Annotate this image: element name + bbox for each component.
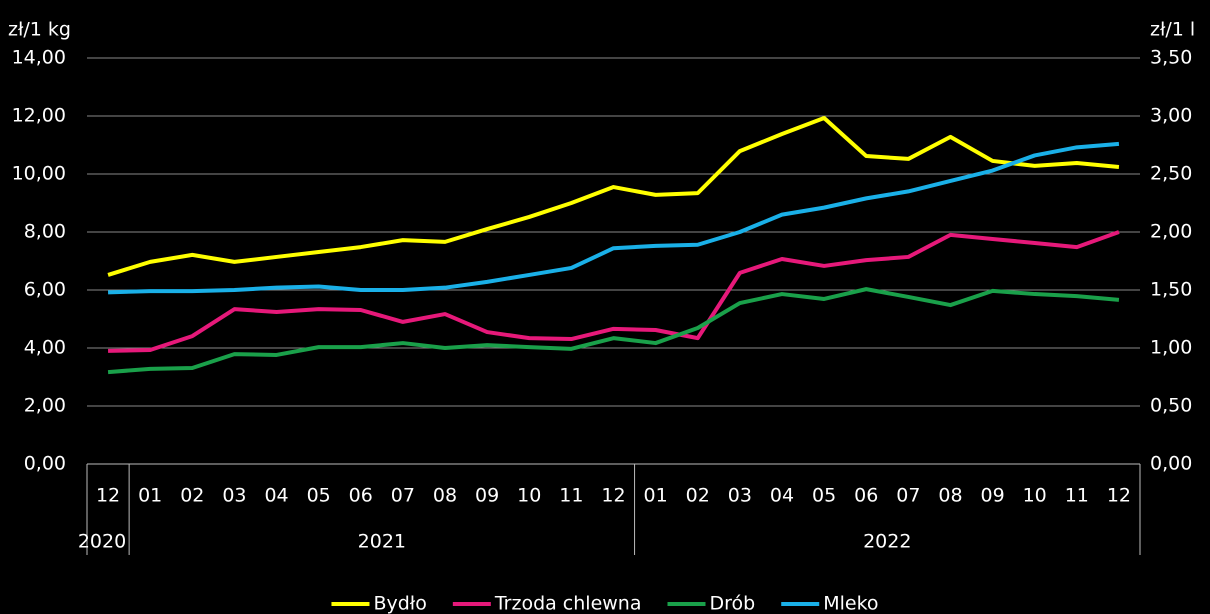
x-tick-label: 05 — [812, 485, 836, 507]
legend-label: Trzoda chlewna — [494, 593, 642, 614]
y-tick-label: 10,00 — [12, 163, 66, 185]
x-tick-label: 04 — [264, 485, 288, 507]
y2-tick-label: 2,00 — [1150, 221, 1192, 243]
x-group-label: 2021 — [358, 531, 406, 553]
x-tick-label: 02 — [686, 485, 710, 507]
x-tick-label: 03 — [728, 485, 752, 507]
x-tick-label: 06 — [349, 485, 373, 507]
x-tick-label: 04 — [770, 485, 794, 507]
y2-tick-label: 0,50 — [1150, 395, 1192, 417]
x-tick-label: 12 — [601, 485, 625, 507]
y-tick-label: 0,00 — [24, 453, 66, 475]
x-tick-label: 09 — [475, 485, 499, 507]
y-tick-label: 14,00 — [12, 47, 66, 69]
y2-tick-label: 3,00 — [1150, 105, 1192, 127]
y2-tick-label: 2,50 — [1150, 163, 1192, 185]
x-tick-label: 07 — [896, 485, 920, 507]
x-tick-label: 09 — [980, 485, 1004, 507]
y2-tick-label: 3,50 — [1150, 47, 1192, 69]
legend-label: Mleko — [823, 593, 878, 614]
x-tick-label: 01 — [138, 485, 162, 507]
legend-label: Drób — [710, 593, 756, 614]
x-tick-label: 05 — [307, 485, 331, 507]
x-tick-label: 07 — [391, 485, 415, 507]
x-tick-label: 02 — [180, 485, 204, 507]
x-tick-label: 03 — [222, 485, 246, 507]
x-tick-label: 12 — [1107, 485, 1131, 507]
series-line — [108, 141, 1120, 295]
y-tick-label: 12,00 — [12, 105, 66, 127]
series-line — [107, 116, 1120, 277]
y-tick-label: 8,00 — [24, 221, 66, 243]
y2-tick-label: 1,00 — [1150, 337, 1192, 359]
x-tick-label: 10 — [517, 485, 541, 507]
series-line — [107, 287, 1120, 375]
x-tick-label: 11 — [559, 485, 583, 507]
y-tick-label: 4,00 — [24, 337, 66, 359]
y2-tick-label: 1,50 — [1150, 279, 1192, 301]
y2-tick-label: 0,00 — [1150, 453, 1192, 475]
x-group-label: 2020 — [78, 531, 126, 553]
x-tick-label: 08 — [433, 485, 457, 507]
y2-axis-label: zł/1 l — [1150, 19, 1195, 41]
x-group-label: 2022 — [863, 531, 911, 553]
x-tick-label: 12 — [96, 485, 120, 507]
y-axis-label: zł/1 kg — [8, 19, 71, 41]
x-tick-label: 11 — [1065, 485, 1089, 507]
x-tick-label: 01 — [644, 485, 668, 507]
legend-label: Bydło — [373, 593, 426, 614]
series-line — [108, 230, 1120, 353]
x-tick-label: 06 — [854, 485, 878, 507]
x-tick-label: 08 — [938, 485, 962, 507]
y-tick-label: 6,00 — [24, 279, 66, 301]
y-tick-label: 2,00 — [24, 395, 66, 417]
x-tick-label: 10 — [1023, 485, 1047, 507]
